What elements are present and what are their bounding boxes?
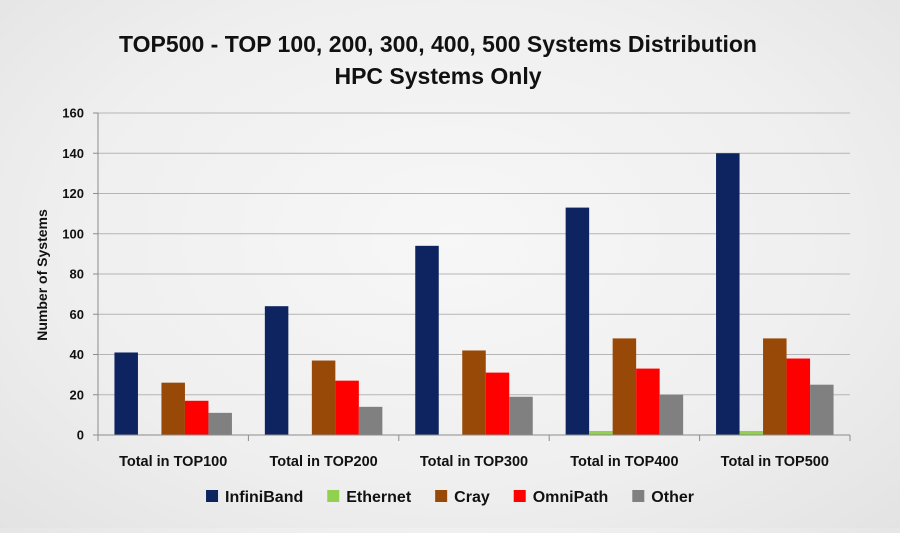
legend-swatch-omnipath: [513, 490, 526, 502]
legend-label-ethernet: Ethernet: [346, 489, 412, 506]
legend-swatch-cray: [435, 490, 448, 502]
bar-ethernet: [589, 430, 613, 435]
bar-other: [810, 384, 834, 435]
legend-swatch-infiniband: [206, 490, 219, 502]
y-tick-label: 40: [70, 347, 84, 362]
legend-swatch-other: [632, 490, 645, 502]
legend: InfiniBand Ethernet Cray OmniPath Other: [206, 489, 694, 506]
bar-cray: [612, 338, 637, 435]
bar-omnipath: [184, 400, 209, 435]
bar-omnipath: [335, 380, 359, 435]
legend-label-infiniband: InfiniBand: [225, 489, 303, 506]
y-tick-label: 80: [70, 267, 84, 282]
y-tick-label: 120: [62, 186, 84, 201]
bar-other: [358, 406, 383, 435]
bar-infiniband: [565, 207, 590, 435]
bar-other: [659, 394, 684, 435]
y-tick-label: 60: [70, 307, 84, 322]
y-tick-label: 0: [77, 428, 84, 443]
x-category-label: Total in TOP200: [269, 454, 377, 470]
gridlines: [98, 112, 850, 396]
bar-omnipath: [485, 372, 510, 435]
bar-cray: [161, 382, 185, 435]
chart-subtitle: HPC Systems Only: [334, 63, 541, 89]
legend-label-omnipath: OmniPath: [533, 489, 609, 506]
bar-infiniband: [264, 306, 289, 435]
y-tick-label: 100: [62, 226, 84, 241]
bar-infiniband: [415, 245, 439, 435]
bar-infiniband: [114, 352, 138, 435]
x-category-label: Total in TOP500: [721, 454, 829, 470]
legend-label-other: Other: [651, 489, 694, 506]
legend-label-cray: Cray: [454, 489, 490, 506]
bar-other: [208, 412, 232, 435]
bar-other: [509, 396, 533, 435]
bar-cray: [311, 360, 336, 435]
x-category-label: Total in TOP100: [119, 454, 227, 470]
bar-infiniband: [716, 153, 740, 435]
bar-cray: [763, 338, 787, 435]
legend-swatch-ethernet: [327, 490, 340, 502]
bar-omnipath: [786, 358, 811, 435]
bar-cray: [462, 350, 486, 435]
x-category-label: Total in TOP400: [570, 454, 678, 470]
axes: 0 20 40 60 80 100 120 140 160 Total in TOP100 Tota…: [62, 106, 851, 470]
y-axis-label: Number of Systems: [34, 209, 50, 341]
x-category-label: Total in TOP300: [420, 454, 528, 470]
chart-title: TOP500 - TOP 100, 200, 300, 400, 500 Sys…: [119, 31, 757, 57]
y-tick-label: 160: [62, 106, 84, 121]
y-tick-label: 20: [70, 387, 84, 402]
bars: [114, 153, 834, 435]
bar-omnipath: [636, 368, 660, 435]
bar-ethernet: [739, 430, 764, 435]
y-tick-label: 140: [62, 146, 84, 161]
